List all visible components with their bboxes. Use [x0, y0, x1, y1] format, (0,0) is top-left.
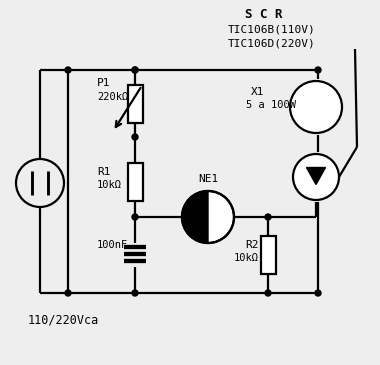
Text: 10kΩ: 10kΩ	[97, 180, 122, 190]
Text: TIC106B(110V): TIC106B(110V)	[228, 24, 316, 34]
Circle shape	[265, 214, 271, 220]
Text: R1: R1	[97, 167, 111, 177]
Text: R2: R2	[245, 240, 258, 250]
Text: 5 a 100W: 5 a 100W	[246, 100, 296, 110]
Circle shape	[132, 67, 138, 73]
Circle shape	[182, 191, 234, 243]
Text: 10kΩ: 10kΩ	[233, 253, 258, 263]
Text: NE1: NE1	[198, 174, 218, 184]
Bar	[128, 85, 142, 123]
Circle shape	[290, 81, 342, 133]
Text: X1: X1	[251, 87, 264, 97]
Circle shape	[65, 290, 71, 296]
Circle shape	[65, 67, 71, 73]
Text: 110/220Vca: 110/220Vca	[28, 314, 99, 327]
Text: S C R: S C R	[245, 8, 282, 22]
Bar	[261, 236, 276, 274]
Bar	[128, 163, 142, 201]
Circle shape	[315, 67, 321, 73]
Text: 100nF: 100nF	[97, 240, 128, 250]
Circle shape	[132, 67, 138, 73]
Circle shape	[132, 134, 138, 140]
Text: 220kΩ: 220kΩ	[97, 92, 128, 101]
Circle shape	[293, 154, 339, 200]
Polygon shape	[307, 168, 326, 184]
Circle shape	[132, 290, 138, 296]
Circle shape	[315, 290, 321, 296]
Text: P1: P1	[97, 78, 111, 88]
Text: TIC106D(220V): TIC106D(220V)	[228, 38, 316, 48]
Polygon shape	[182, 191, 208, 243]
Circle shape	[265, 290, 271, 296]
Circle shape	[132, 214, 138, 220]
